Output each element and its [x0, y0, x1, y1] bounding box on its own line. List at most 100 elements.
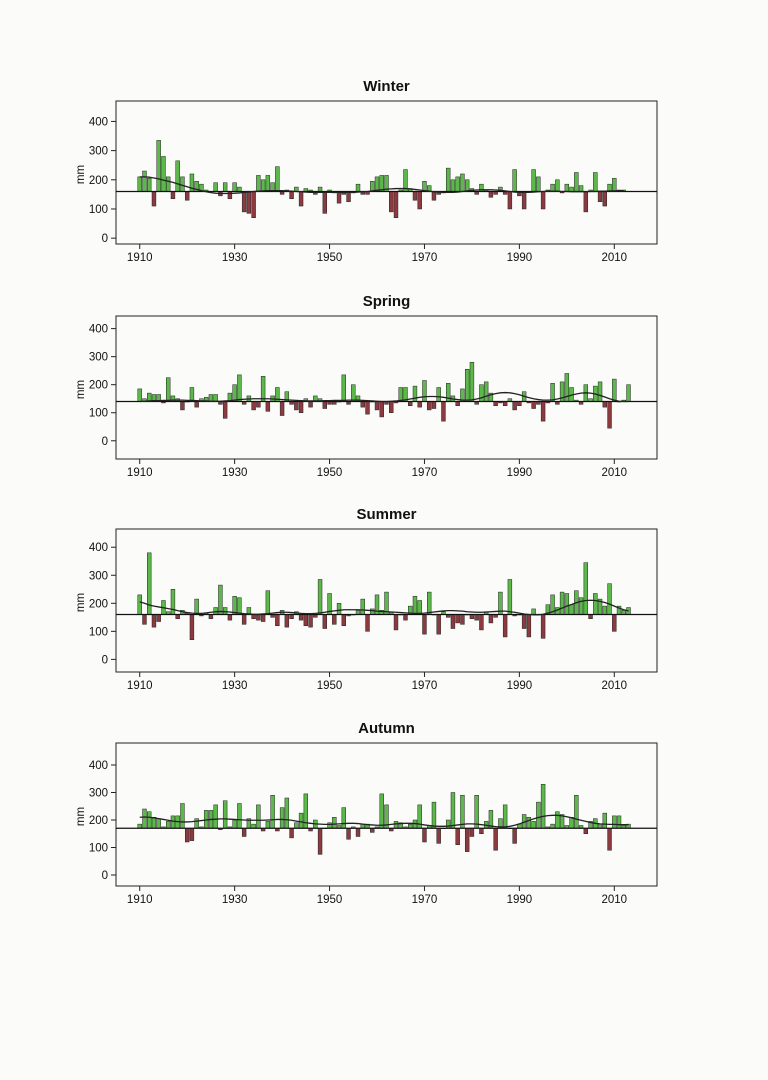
- y-tick-label: 100: [89, 408, 108, 420]
- bar-above-average: [265, 175, 271, 192]
- bar-above-average: [232, 182, 237, 192]
- bar-above-average: [156, 140, 161, 192]
- y-tick-label: 400: [89, 116, 108, 128]
- chart-winter: Winter 0 100 200 300 400 1910 1930 1950 1970 1990 2…: [0, 70, 768, 280]
- bar-above-average: [370, 608, 375, 615]
- bar-above-average: [147, 811, 152, 829]
- bar-below-average: [417, 191, 422, 210]
- bar-above-average: [351, 384, 356, 402]
- x-tick-label: 1970: [412, 467, 438, 479]
- bar-above-average: [564, 593, 570, 615]
- chart-title: Summer: [356, 506, 416, 523]
- bar-above-average: [237, 186, 242, 192]
- bar-above-average: [180, 803, 185, 829]
- plot-frame: [115, 528, 658, 673]
- bar-above-average: [450, 792, 456, 829]
- summer-chart-svg: Summer 0 100 200 300 400 1910 1930 1950 1970 1990 2…: [75, 506, 658, 692]
- bar-above-average: [194, 598, 199, 615]
- bar-above-average: [142, 170, 147, 192]
- bar-above-average: [483, 381, 489, 402]
- bar-above-average: [256, 804, 261, 829]
- bar-above-average: [360, 598, 365, 615]
- y-tick-label: 100: [89, 843, 108, 855]
- y-tick-label: 200: [89, 380, 108, 392]
- bar-below-average: [184, 191, 190, 201]
- bar-above-average: [593, 172, 598, 192]
- bar-above-average: [166, 176, 171, 192]
- bar-above-average: [355, 610, 361, 615]
- bar-below-average: [612, 614, 617, 632]
- bar-above-average: [222, 182, 228, 192]
- x-tick-label: 2010: [601, 680, 627, 692]
- x-tick-label: 1990: [507, 680, 533, 692]
- y-tick-label: 100: [89, 626, 108, 638]
- bar-below-average: [289, 614, 294, 619]
- bar-below-average: [422, 614, 427, 635]
- chart-title: Spring: [363, 293, 411, 310]
- bar-below-average: [389, 191, 394, 213]
- bar-above-average: [180, 176, 185, 192]
- y-tick-label: 200: [89, 175, 108, 187]
- bar-above-average: [526, 817, 532, 829]
- bar-above-average: [427, 591, 432, 615]
- bar-above-average: [170, 589, 176, 615]
- bar-below-average: [389, 401, 394, 413]
- bar-below-average: [355, 828, 361, 837]
- bar-below-average: [246, 191, 252, 214]
- bar-below-average: [180, 401, 185, 411]
- bar-above-average: [602, 812, 607, 829]
- bar-below-average: [194, 401, 199, 408]
- x-tick-label: 1930: [222, 680, 248, 692]
- bar-below-average: [436, 828, 441, 844]
- bar-below-average: [151, 191, 157, 207]
- bar-below-average: [464, 828, 470, 852]
- chart-title: Winter: [363, 78, 410, 95]
- bar-below-average: [175, 614, 180, 619]
- bar-above-average: [213, 182, 218, 192]
- bar-below-average: [431, 401, 437, 409]
- x-tick-label: 1970: [412, 680, 438, 692]
- bar-below-average: [241, 828, 247, 837]
- bar-below-average: [289, 828, 294, 839]
- bar-below-average: [531, 401, 536, 409]
- bar-above-average: [536, 801, 541, 829]
- bar-above-average: [332, 817, 337, 829]
- bar-above-average: [612, 378, 617, 402]
- bar-above-average: [612, 815, 617, 829]
- bar-below-average: [512, 401, 517, 411]
- bar-above-average: [379, 793, 384, 829]
- bar-above-average: [251, 823, 256, 829]
- bar-above-average: [540, 784, 546, 829]
- x-tick-label: 1990: [507, 467, 533, 479]
- bar-above-average: [583, 562, 589, 615]
- bar-below-average: [512, 828, 517, 844]
- bar-above-average: [450, 179, 456, 192]
- x-tick-label: 1950: [317, 252, 343, 264]
- bar-below-average: [336, 191, 342, 204]
- bar-above-average: [460, 173, 465, 192]
- x-tick-label: 2010: [601, 467, 627, 479]
- bar-above-average: [137, 594, 142, 615]
- plot-frame: [115, 100, 658, 245]
- y-tick-label: 300: [89, 788, 108, 800]
- bar-below-average: [540, 401, 546, 422]
- bar-above-average: [559, 591, 565, 615]
- bar-above-average: [531, 821, 536, 829]
- bar-below-average: [583, 191, 589, 213]
- bar-above-average: [170, 815, 176, 829]
- bar-below-average: [256, 614, 261, 621]
- x-tick-label: 1990: [507, 894, 533, 906]
- bar-above-average: [455, 176, 460, 192]
- bar-below-average: [308, 614, 313, 628]
- bar-below-average: [474, 614, 479, 621]
- bar-above-average: [298, 812, 304, 829]
- bar-above-average: [151, 817, 157, 829]
- bar-above-average: [294, 822, 299, 829]
- bar-above-average: [208, 394, 214, 402]
- bar-below-average: [493, 828, 498, 851]
- x-tick-label: 1930: [222, 467, 248, 479]
- bar-below-average: [189, 828, 195, 841]
- bar-above-average: [341, 807, 346, 829]
- spring-chart-svg: Spring 0 100 200 300 400 1910 1930 1950 1970 1990 2…: [75, 293, 658, 479]
